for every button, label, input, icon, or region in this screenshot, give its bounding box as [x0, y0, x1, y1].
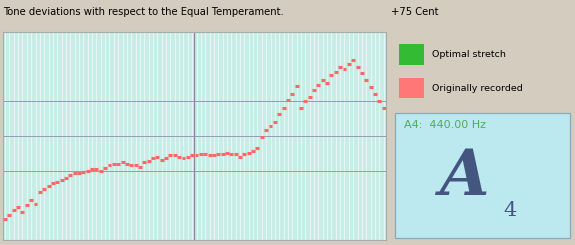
Text: Tone deviations with respect to the Equal Temperament.: Tone deviations with respect to the Equa… — [3, 7, 283, 17]
Bar — [399, 78, 424, 98]
Bar — [399, 44, 424, 65]
Text: 4: 4 — [503, 201, 517, 220]
Bar — [395, 113, 570, 238]
Text: Originally recorded: Originally recorded — [432, 84, 522, 93]
Text: +75 Cent: +75 Cent — [391, 7, 439, 17]
Text: Optimal stretch: Optimal stretch — [432, 50, 505, 59]
Text: A: A — [440, 147, 489, 208]
Text: A4:  440.00 Hz: A4: 440.00 Hz — [404, 120, 486, 130]
